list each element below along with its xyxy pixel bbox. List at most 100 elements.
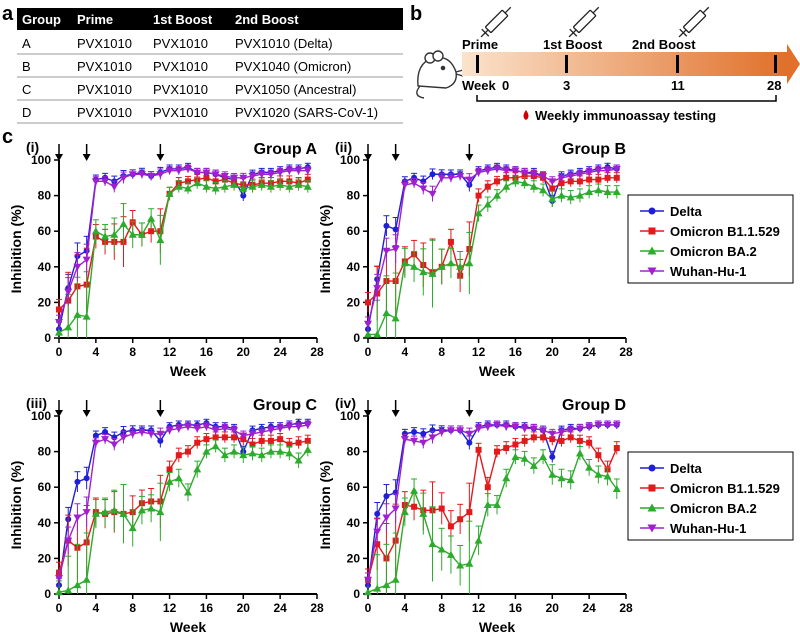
data-point	[539, 452, 548, 460]
data-point	[303, 445, 312, 453]
data-point	[483, 423, 492, 431]
data-point	[373, 330, 382, 338]
data-point	[595, 176, 602, 183]
x-tick-label: 0	[365, 601, 372, 615]
data-point	[230, 180, 239, 188]
data-point	[119, 434, 128, 442]
data-point	[294, 180, 303, 188]
series-line	[58, 424, 308, 579]
x-tick-label: 20	[546, 345, 560, 359]
legend-marker	[647, 503, 657, 512]
data-point	[248, 182, 257, 190]
data-point	[56, 306, 62, 313]
data-point	[294, 423, 303, 431]
data-point	[55, 328, 63, 336]
data-point	[257, 180, 266, 188]
x-tick-label: 12	[163, 601, 177, 615]
timeline-tick	[476, 55, 479, 73]
data-point	[548, 195, 557, 203]
data-point	[276, 169, 285, 177]
data-point	[295, 439, 302, 446]
data-point	[456, 561, 465, 569]
data-point	[437, 429, 446, 437]
y-tick-label: 0	[44, 587, 51, 601]
syringe-icon	[678, 6, 710, 38]
data-point	[137, 429, 146, 437]
data-point	[410, 262, 419, 270]
data-point	[166, 466, 173, 473]
data-point	[202, 447, 211, 455]
data-point	[566, 427, 575, 435]
data-point	[174, 425, 183, 433]
data-point	[193, 465, 202, 473]
data-point	[529, 425, 538, 433]
data-point	[91, 439, 100, 447]
data-point	[184, 184, 192, 192]
data-point	[373, 528, 382, 536]
dose-arrowhead	[156, 154, 165, 161]
x-tick-label: 24	[273, 601, 287, 615]
data-point	[392, 226, 399, 233]
timeline-tick	[774, 55, 777, 73]
data-point	[512, 441, 519, 448]
x-tick-label: 4	[402, 601, 409, 615]
x-tick-label: 12	[163, 345, 177, 359]
data-point	[230, 447, 239, 455]
data-point	[364, 576, 372, 584]
x-axis-title: Week	[479, 619, 516, 635]
data-point	[419, 439, 428, 447]
data-point	[193, 425, 202, 433]
dose-arrowhead	[364, 154, 372, 161]
dose-arrowhead	[82, 410, 91, 417]
data-point	[82, 256, 91, 264]
table-cell: PVX1010	[77, 82, 132, 97]
data-point	[364, 588, 372, 596]
data-point	[586, 176, 593, 183]
data-point	[474, 209, 483, 217]
series-omicron-ba-2	[364, 175, 621, 338]
data-point	[576, 178, 583, 185]
y-axis-title: Inhibition (%)	[317, 461, 333, 550]
data-point	[373, 584, 382, 592]
legend-bottom: Delta Omicron B1.1.529 Omicron BA.2 Wuhan-H…	[627, 451, 794, 541]
x-tick-label: 28	[310, 345, 324, 359]
data-point	[594, 421, 603, 429]
syringe-icon	[480, 6, 512, 38]
panel-label-c: c	[2, 126, 13, 148]
panel-label-b: b	[410, 3, 422, 25]
timeline-event-boost2: 2nd Boost	[632, 37, 696, 52]
data-point	[540, 434, 547, 441]
data-point	[101, 508, 110, 516]
series-line	[367, 424, 617, 580]
y-tick-label: 100	[340, 153, 360, 167]
timeline-week-prefix: Week	[462, 78, 496, 93]
data-point	[400, 436, 409, 444]
x-tick-label: 8	[438, 601, 445, 615]
data-point	[119, 174, 128, 182]
legend-marker	[647, 246, 657, 255]
x-tick-label: 16	[200, 601, 214, 615]
series-wuhan-hu-1	[364, 164, 621, 331]
data-point	[157, 437, 164, 444]
data-point	[575, 191, 584, 199]
data-point	[456, 262, 465, 270]
data-point	[411, 429, 418, 436]
data-point	[391, 575, 400, 583]
x-tick-label: 28	[619, 601, 633, 615]
table-cell: D	[22, 105, 31, 120]
data-point	[294, 456, 303, 464]
x-tick-label: 24	[273, 345, 287, 359]
timeline-tick	[676, 55, 679, 73]
data-point	[174, 167, 183, 175]
data-point	[148, 228, 155, 235]
data-point	[447, 523, 454, 530]
data-point	[211, 427, 220, 435]
x-tick-label: 4	[93, 345, 100, 359]
data-point	[194, 439, 201, 446]
data-point	[110, 506, 119, 514]
data-point	[55, 318, 63, 326]
series-line	[58, 422, 308, 586]
table-cell: C	[22, 82, 31, 97]
x-tick-label: 0	[56, 601, 63, 615]
y-tick-label: 0	[44, 331, 51, 345]
